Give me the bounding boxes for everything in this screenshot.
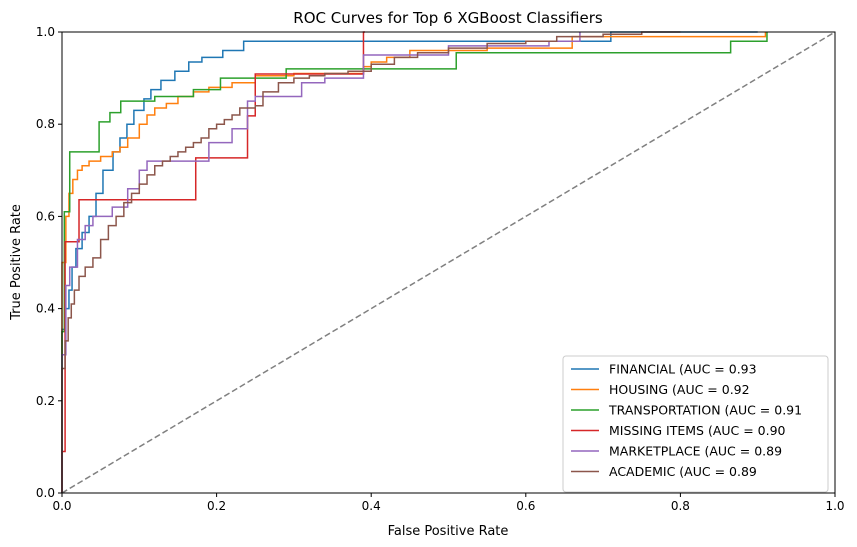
x-tick-label: 0.8: [671, 499, 690, 513]
x-axis-label: False Positive Rate: [388, 524, 509, 539]
x-tick-label: 0.0: [52, 499, 71, 513]
y-tick-label: 0.8: [36, 117, 55, 131]
roc-curve-5: [61, 31, 681, 493]
legend-label-1: HOUSING (AUC = 0.92: [609, 382, 750, 397]
legend-label-3: MISSING ITEMS (AUC = 0.90: [609, 423, 786, 438]
chart-title: ROC Curves for Top 6 XGBoost Classifiers: [293, 9, 603, 27]
x-tick-label: 0.2: [207, 499, 226, 513]
legend-label-2: TRANSPORTATION (AUC = 0.91: [608, 403, 802, 418]
y-tick-label: 0.0: [36, 486, 55, 500]
legend-label-0: FINANCIAL (AUC = 0.93: [609, 362, 757, 377]
y-tick-label: 0.6: [36, 209, 55, 223]
x-tick-label: 0.4: [362, 499, 381, 513]
roc-curve-1: [61, 32, 767, 493]
legend-box: [562, 355, 829, 493]
roc-curve-4: [61, 32, 581, 493]
roc-curves: [61, 31, 768, 493]
legend-label-4: MARKETPLACE (AUC = 0.89: [609, 444, 782, 459]
y-tick-label: 0.2: [36, 394, 55, 408]
x-tick-label: 0.6: [516, 499, 535, 513]
roc-curve-2: [61, 32, 768, 493]
y-tick-label: 0.4: [36, 302, 55, 316]
x-axis-ticks: 0.0 0.2 0.4 0.6 0.8 1.0: [52, 493, 845, 513]
chart-legend: FINANCIAL (AUC = 0.93 HOUSING (AUC = 0.92…: [562, 355, 829, 493]
chance-diagonal-line: [61, 31, 836, 494]
plot-frame: [61, 31, 836, 494]
plot-area: [61, 31, 836, 494]
legend-label-5: ACADEMIC (AUC = 0.89: [609, 464, 757, 479]
x-tick-label: 1.0: [825, 499, 844, 513]
y-tick-label: 1.0: [36, 25, 55, 39]
y-axis-label: True Positive Rate: [9, 204, 24, 321]
y-axis-ticks: 0.0 0.2 0.4 0.6 0.8 1.0: [36, 25, 62, 500]
